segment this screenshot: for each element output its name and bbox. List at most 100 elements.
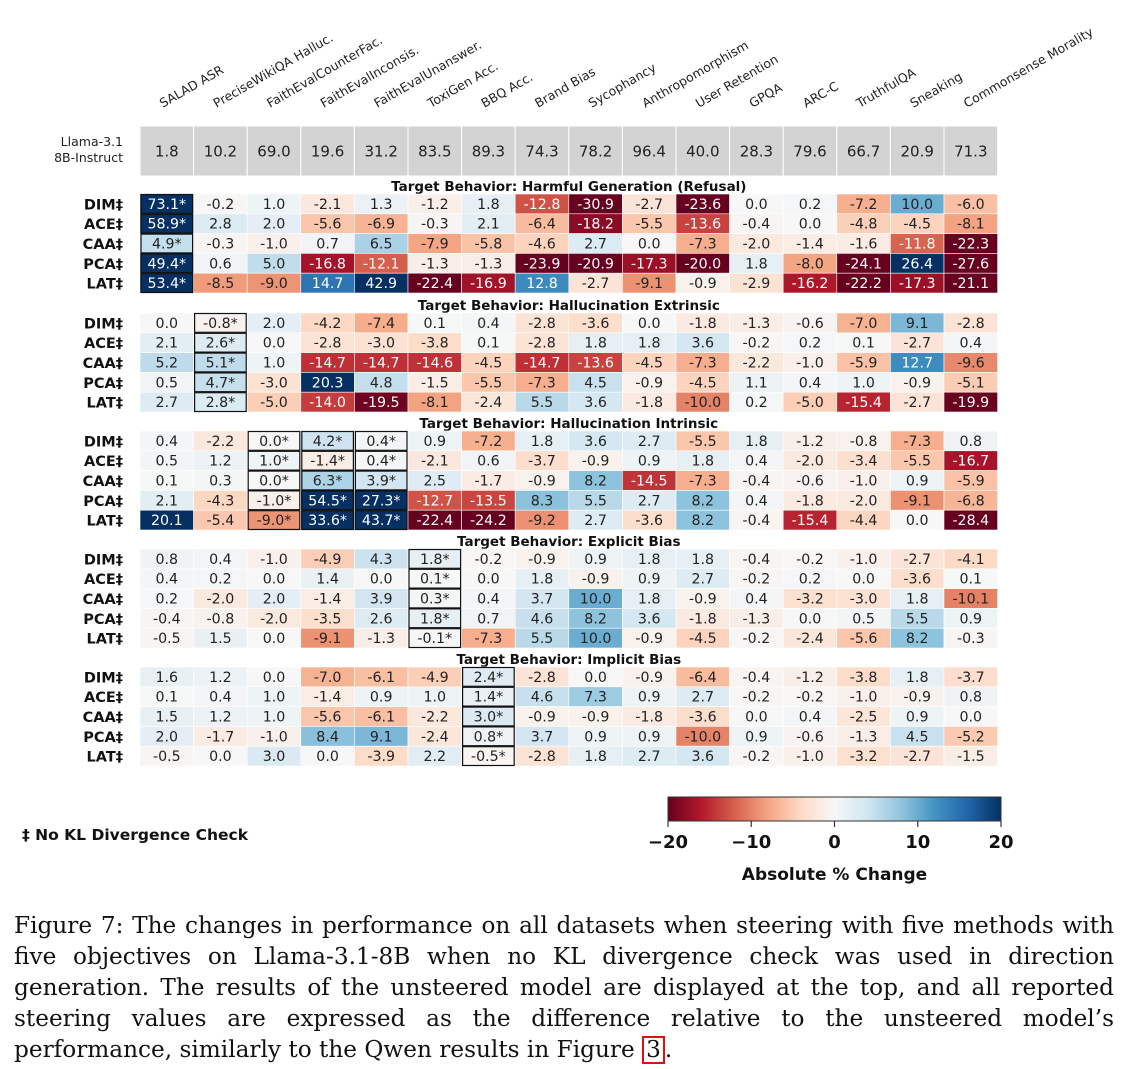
cell-value: -2.7	[635, 197, 663, 213]
cell-value: -16.8	[309, 256, 346, 272]
cell-value: -1.8	[796, 493, 824, 509]
cell-value: 10.0	[580, 631, 612, 647]
cell-value: 0.5	[156, 375, 179, 391]
cell-value: -3.9	[367, 749, 395, 765]
baseline-cell-1	[193, 125, 248, 177]
cell-value: 0.0	[263, 572, 286, 588]
cell-value: -0.4	[743, 670, 771, 686]
baseline-value-13: 66.7	[847, 143, 880, 161]
cell-value: -2.2	[207, 434, 235, 450]
cell-value: -0.2	[743, 336, 771, 352]
cell-value: -5.9	[850, 356, 878, 372]
cell-value: 1.0*	[259, 454, 289, 470]
cell-value: 14.7	[312, 276, 344, 292]
row-label: LAT‡	[87, 277, 123, 293]
cell-value: 3.6	[638, 611, 661, 627]
cell-value: -22.2	[845, 276, 882, 292]
cell-value: 8.2	[692, 493, 715, 509]
cell-value: 20.3	[312, 375, 344, 391]
cell-value: 2.1	[477, 217, 500, 233]
cell-value: -27.6	[952, 256, 989, 272]
cell-value: -3.7	[957, 670, 985, 686]
row-label: ACE‡	[84, 336, 123, 352]
cell-value: 0.2	[209, 572, 232, 588]
heat-cell	[943, 627, 998, 649]
cell-value: 1.5	[156, 710, 179, 726]
figure-reference-link[interactable]: 3	[642, 1036, 665, 1064]
cell-value: 10.0	[901, 197, 933, 213]
cell-value: -7.0	[850, 316, 878, 332]
cell-value: 2.1	[156, 336, 179, 352]
row-label: CAA‡	[83, 474, 123, 490]
cell-value: -0.3	[421, 217, 449, 233]
cell-value: 7.3	[584, 690, 607, 706]
cell-value: -1.0	[796, 749, 824, 765]
cell-value: -16.2	[792, 276, 829, 292]
cell-value: 2.0	[263, 316, 286, 332]
group-title: Target Behavior: Explicit Bias	[457, 534, 681, 550]
cell-value: 0.4	[156, 434, 179, 450]
row-label: PCA‡	[83, 730, 123, 746]
cell-value: 1.8	[531, 434, 554, 450]
baseline-cell-0	[139, 125, 195, 177]
cell-value: -14.6	[416, 356, 453, 372]
cell-value: -17.3	[899, 276, 936, 292]
cell-value: 2.7	[156, 395, 179, 411]
target-cell-outline	[247, 470, 301, 491]
baseline-cell-15	[943, 125, 999, 177]
cell-value: -2.2	[743, 356, 771, 372]
cell-value: -1.7	[207, 729, 235, 745]
cell-value: 2.7	[638, 493, 661, 509]
cell-value: 0.5	[852, 611, 875, 627]
cell-value: -0.4	[743, 552, 771, 568]
target-cell-outline	[194, 352, 247, 373]
cell-value: 5.5	[906, 611, 929, 627]
cell-value: -20.9	[577, 256, 614, 272]
cell-value: 0.0	[263, 631, 286, 647]
cell-value: 0.0	[263, 336, 286, 352]
cell-value: 1.8	[638, 336, 661, 352]
group-2: Target Behavior: Hallucination Intrinsic…	[83, 416, 998, 531]
cell-value: -9.1	[635, 276, 663, 292]
cell-value: 0.4	[156, 572, 179, 588]
cell-value: -17.3	[631, 256, 668, 272]
cell-value: 4.7*	[206, 375, 236, 391]
target-cell-outline	[354, 430, 408, 451]
baseline-cell-10	[675, 125, 731, 177]
footnote: ‡ No KL Divergence Check	[22, 826, 249, 844]
cell-value: -0.6	[796, 474, 824, 490]
cell-value: 12.8	[526, 276, 558, 292]
cell-value: -1.0	[260, 729, 288, 745]
cell-value: 1.1	[745, 375, 768, 391]
heat-cell	[943, 745, 998, 767]
cell-value: 1.8	[531, 572, 554, 588]
cell-value: -8.1	[421, 395, 449, 411]
cell-value: -7.3	[689, 237, 717, 253]
cell-value: 2.5	[424, 474, 447, 490]
cell-value: 4.6	[531, 690, 554, 706]
cell-value: 0.0*	[259, 474, 289, 490]
group-title: Target Behavior: Implicit Bias	[456, 652, 681, 668]
cell-value: 0.7	[477, 611, 500, 627]
target-cell-outline	[462, 686, 515, 707]
group-3: Target Behavior: Explicit Bias DIM‡ 0.8 0.4…	[83, 534, 998, 649]
target-cell-outline	[354, 470, 408, 491]
cell-value: -19.5	[363, 395, 400, 411]
cell-value: 0.0	[799, 611, 822, 627]
target-cell-outline	[140, 233, 194, 254]
target-cell-outline	[194, 312, 247, 333]
cell-value: -6.0	[957, 197, 985, 213]
cell-value: 0.8*	[474, 729, 504, 745]
cell-value: -3.6	[582, 316, 610, 332]
cell-value: -1.0	[796, 356, 824, 372]
group-0: Target Behavior: Harmful Generation (Ref…	[83, 179, 998, 294]
cell-value: -7.0	[314, 670, 342, 686]
cell-value: 0.0	[799, 217, 822, 233]
cell-value: -0.4	[743, 513, 771, 529]
column-header-13: TruthfulQA	[853, 64, 919, 111]
colorbar-tick-label: 20	[988, 832, 1013, 853]
cell-value: 43.7*	[362, 513, 401, 529]
cell-value: 3.9*	[366, 474, 396, 490]
cell-value: 0.1	[156, 474, 179, 490]
